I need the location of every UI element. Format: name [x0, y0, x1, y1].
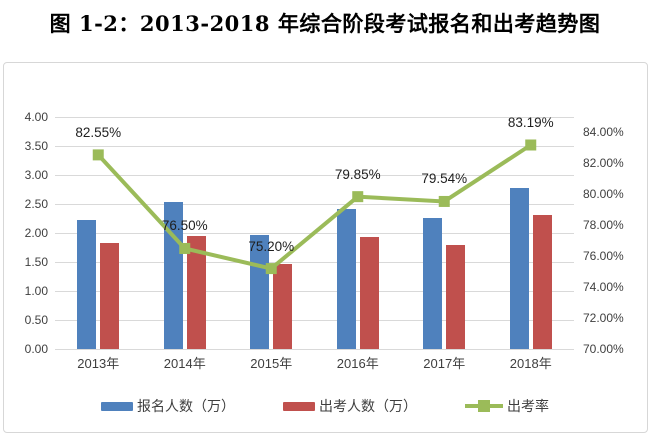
gridline [55, 117, 574, 118]
legend-item-attendance: 出考人数（万） [283, 396, 417, 416]
chart-legend: 报名人数（万） 出考人数（万） 出考率 [0, 396, 650, 416]
left-axis-tick-label: 0.00 [24, 342, 48, 356]
rate-data-label: 76.50% [161, 218, 208, 234]
registration-bar [77, 220, 97, 349]
rate-data-label: 79.54% [421, 171, 468, 187]
x-axis-tick-label: 2018年 [509, 356, 552, 371]
left-axis-tick-label: 1.00 [24, 284, 48, 298]
right-axis-tick-label: 76.00% [583, 249, 624, 264]
left-axis-tick-label: 2.50 [24, 197, 48, 211]
attendance-bar [186, 236, 206, 349]
registration-bar [509, 187, 529, 349]
legend-label-registration: 报名人数（万） [137, 399, 235, 415]
legend-item-registration: 报名人数（万） [101, 396, 235, 416]
attendance-bar [100, 242, 120, 349]
gridline [55, 349, 574, 350]
x-axis-tick-label: 2013年 [77, 356, 120, 371]
gridline [55, 146, 574, 147]
attendance-bar [446, 244, 466, 349]
gridline [55, 262, 574, 263]
right-axis-tick-label: 82.00% [583, 156, 624, 171]
registration-series-swatch [101, 401, 133, 411]
left-axis-tick-label: 3.00 [24, 168, 48, 182]
attendance-bar [273, 263, 293, 349]
attendance-bar [359, 237, 379, 349]
left-axis-tick-label: 0.50 [24, 313, 48, 327]
rate-data-label: 83.19% [507, 114, 554, 130]
legend-label-rate: 出考率 [507, 399, 549, 415]
rate-data-label: 82.55% [75, 124, 122, 140]
left-axis-tick-label: 3.50 [24, 139, 48, 153]
x-axis-tick-label: 2016年 [336, 356, 379, 371]
rate-data-label: 75.20% [248, 238, 295, 254]
gridline [55, 204, 574, 205]
gridline [55, 233, 574, 234]
x-axis-tick-label: 2017年 [423, 356, 466, 371]
left-axis-tick-label: 2.00 [24, 226, 48, 240]
rate-swatch-marker [478, 400, 490, 412]
right-axis-tick-label: 70.00% [583, 342, 624, 356]
gridline [55, 320, 574, 321]
x-axis-tick-label: 2015年 [250, 356, 293, 371]
left-axis-tick-label: 1.50 [24, 255, 48, 269]
right-axis-tick-label: 72.00% [583, 311, 624, 326]
rate-data-label: 79.85% [334, 166, 381, 182]
legend-label-attendance: 出考人数（万） [319, 399, 417, 415]
legend-item-rate: 出考率 [465, 396, 549, 416]
rate-series-swatch [465, 400, 503, 412]
attendance-bar [532, 215, 552, 349]
gridline [55, 291, 574, 292]
right-axis-tick-label: 84.00% [583, 125, 624, 140]
registration-bar [336, 209, 356, 349]
right-axis-tick-label: 74.00% [583, 280, 624, 295]
x-axis-tick-label: 2014年 [163, 356, 206, 371]
attendance-series-swatch [283, 401, 315, 411]
registration-bar [423, 217, 443, 349]
right-axis-tick-label: 78.00% [583, 218, 624, 233]
chart-title: 图 1-2：2013-2018 年综合阶段考试报名和出考趋势图 [49, 11, 601, 36]
right-axis-tick-label: 80.00% [583, 187, 624, 202]
left-axis-tick-label: 4.00 [24, 110, 48, 124]
